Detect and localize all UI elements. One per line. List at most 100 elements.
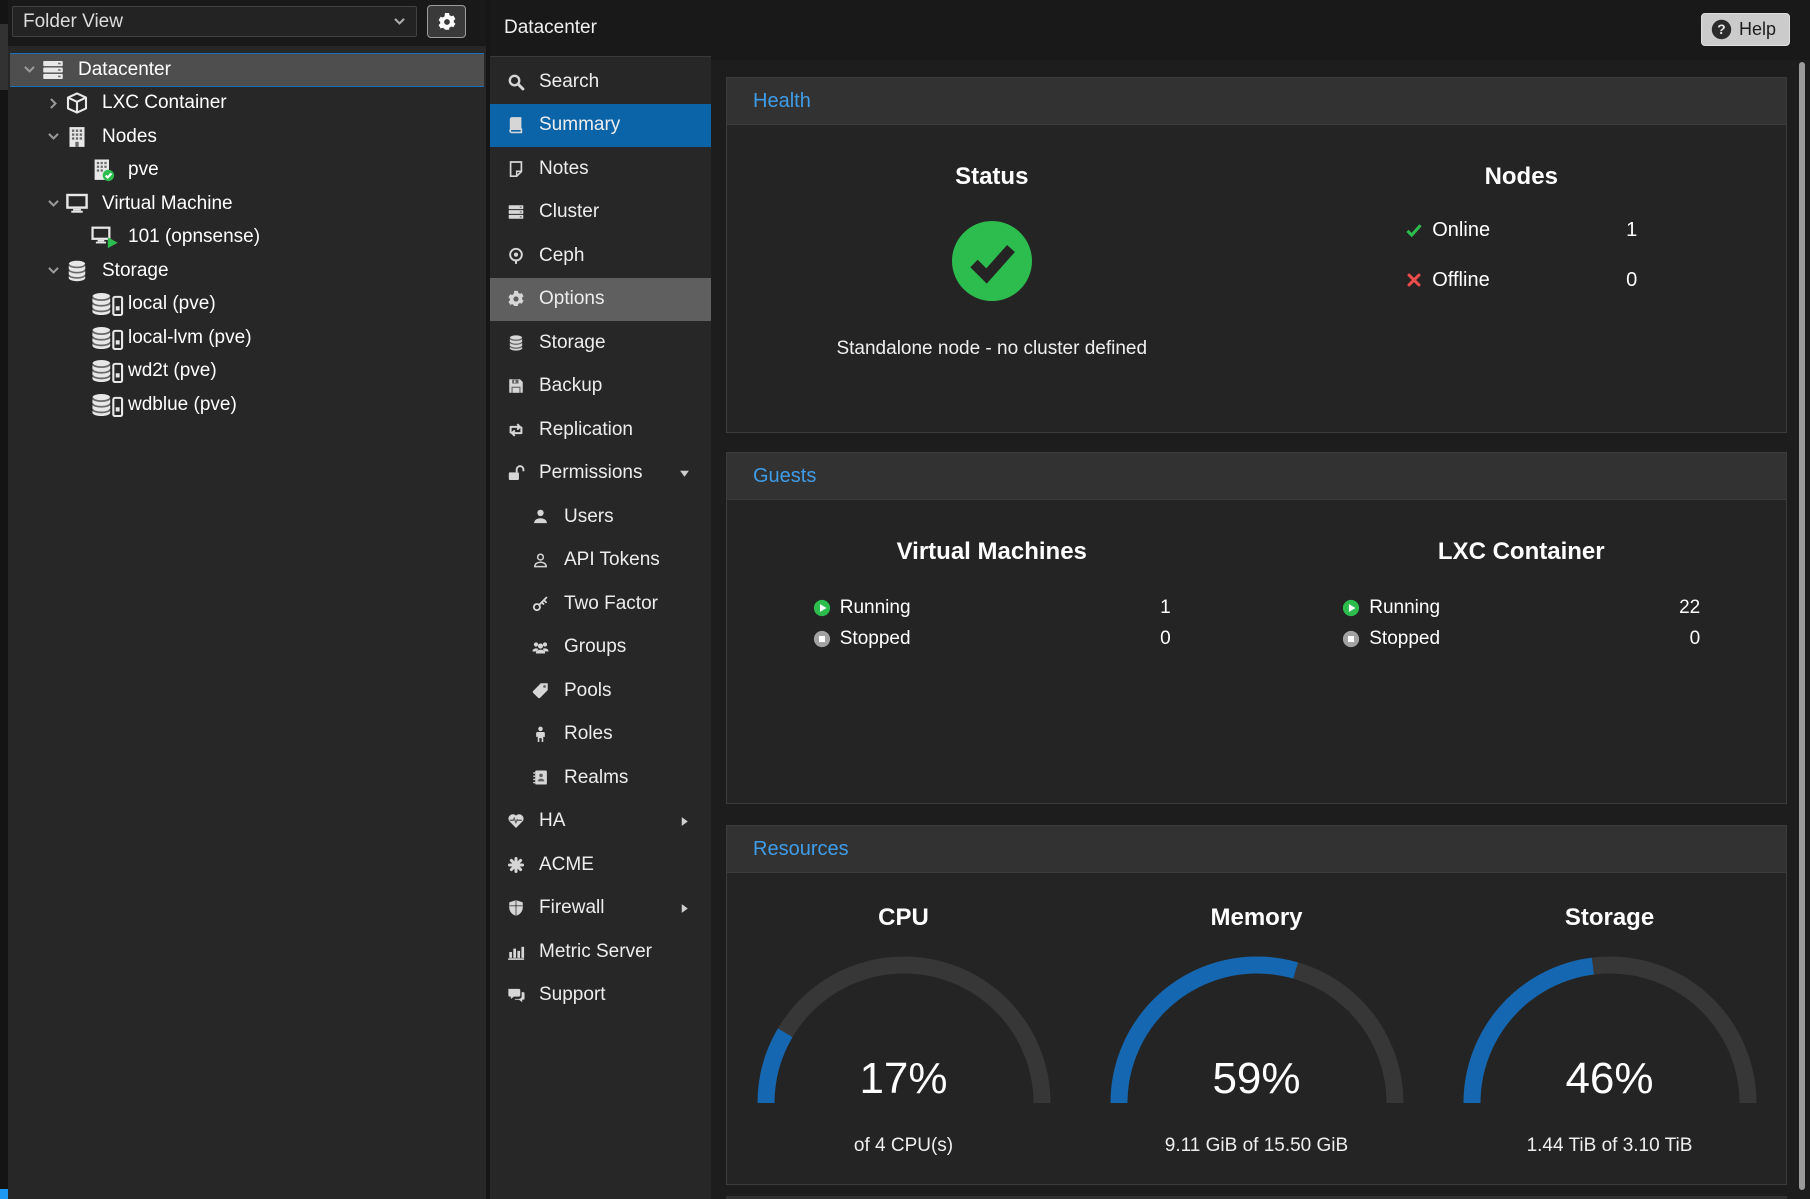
view-mode-select[interactable]: Folder View [12, 6, 417, 37]
gauge-title: CPU [878, 904, 929, 931]
nav-item-label: Roles [564, 723, 613, 745]
caret-down-icon[interactable] [679, 468, 690, 479]
tree-item-label: Storage [102, 259, 169, 281]
key-icon [532, 595, 558, 612]
nodes-rows: Online 1 Offline 0 [1405, 205, 1637, 305]
window-edge-highlight [0, 24, 8, 90]
chevron-down-icon[interactable] [42, 264, 64, 277]
nav-item-backup[interactable]: Backup [490, 365, 711, 409]
play-circle-icon [813, 599, 831, 617]
lxc-running-label: Running [1369, 596, 1441, 618]
nav-item-metric-server[interactable]: Metric Server [490, 930, 711, 974]
database-icon [64, 259, 98, 283]
nav-item-options[interactable]: Options [490, 277, 711, 321]
nav-item-label: Groups [564, 636, 627, 658]
tree-item[interactable]: Datacenter [10, 53, 484, 87]
tree-item-label: 101 (opnsense) [128, 226, 261, 248]
chevron-down-icon[interactable] [42, 130, 64, 143]
tree-item[interactable]: wdblue (pve) [8, 388, 486, 422]
gauge-percent: 59% [1212, 1054, 1301, 1103]
tree-item[interactable]: local (pve) [8, 288, 486, 322]
shield-icon [507, 899, 533, 917]
nav-item-storage[interactable]: Storage [490, 321, 711, 365]
help-button-label: Help [1738, 19, 1776, 39]
nav-item-label: Realms [564, 766, 629, 788]
tree-item[interactable]: LXC Container [8, 87, 486, 121]
lxc-running-row: Running 22 [1342, 592, 1700, 624]
guests-vm-column: Virtual Machines Running 1 Stopped 0 [727, 500, 1257, 804]
nav-item-ceph[interactable]: Ceph [490, 234, 711, 278]
nav-item-label: Notes [539, 157, 589, 179]
tree-item[interactable]: Virtual Machine [8, 187, 486, 221]
server-stack-icon [40, 58, 74, 82]
gauge-title: Memory [1210, 904, 1303, 931]
nav-item-label: Users [564, 505, 614, 527]
nav-item-api-tokens[interactable]: API Tokens [490, 539, 711, 583]
tree-item[interactable]: pve [8, 154, 486, 188]
tree-item[interactable]: 101 (opnsense) [8, 221, 486, 255]
tree-item-label: Virtual Machine [102, 192, 233, 214]
tree-item[interactable]: Storage [8, 254, 486, 288]
nav-item-label: Ceph [539, 244, 585, 266]
burst-icon [507, 856, 533, 874]
health-status-column: Status Standalone node - no cluster defi… [727, 125, 1257, 433]
next-panel-sliver [726, 1196, 1787, 1199]
vm-stopped-count: 0 [1160, 628, 1171, 650]
book-icon [507, 116, 533, 134]
monitor-icon [64, 192, 98, 216]
tree-item[interactable]: wd2t (pve) [8, 355, 486, 389]
nav-item-summary[interactable]: Summary [490, 103, 711, 147]
tree-item[interactable]: Nodes [8, 120, 486, 154]
help-button[interactable]: ? Help [1700, 13, 1790, 46]
caret-right-icon[interactable] [679, 816, 690, 827]
nav-item-permissions[interactable]: Permissions [490, 452, 711, 496]
panel-splitter[interactable] [486, 0, 490, 1199]
chevron-down-icon[interactable] [18, 63, 40, 76]
nav-item-notes[interactable]: Notes [490, 147, 711, 191]
nav-item-groups[interactable]: Groups [490, 626, 711, 670]
nav-item-pools[interactable]: Pools [490, 669, 711, 713]
nav-item-label: Options [539, 288, 605, 310]
stop-circle-icon [1342, 630, 1360, 648]
caret-right-icon[interactable] [679, 903, 690, 914]
building-icon [64, 125, 98, 149]
server-stack-icon [507, 203, 533, 221]
gauge-cpu: CPU 17% of 4 CPU(s) [727, 873, 1080, 1184]
tree-settings-button[interactable] [427, 5, 466, 38]
nav-item-label: Search [539, 70, 600, 92]
gear-icon [507, 290, 533, 308]
chevron-right-icon[interactable] [42, 97, 64, 110]
database-drive-icon [90, 392, 124, 418]
vm-running-count: 1 [1160, 596, 1171, 618]
tree-item-label: Datacenter [78, 58, 171, 80]
health-panel: Health Status Standalone node - no clust… [726, 77, 1787, 433]
nav-item-ha[interactable]: HA [490, 800, 711, 844]
guests-title: Guests [753, 464, 817, 487]
tag-icon [532, 682, 558, 699]
vertical-scrollbar[interactable] [1799, 62, 1805, 1190]
nav-item-two-factor[interactable]: Two Factor [490, 582, 711, 626]
building-online-icon [90, 158, 124, 182]
status-header: Status [955, 163, 1029, 190]
nav-item-roles[interactable]: Roles [490, 713, 711, 757]
nav-item-cluster[interactable]: Cluster [490, 191, 711, 235]
nav-item-search[interactable]: Search [490, 60, 711, 104]
chevron-down-icon[interactable] [42, 197, 64, 210]
nav-item-realms[interactable]: Realms [490, 756, 711, 800]
nav-item-replication[interactable]: Replication [490, 408, 711, 452]
nav-item-users[interactable]: Users [490, 495, 711, 539]
offline-label: Offline [1432, 268, 1490, 291]
nav-panel-title: Datacenter [490, 0, 711, 57]
nav-item-firewall[interactable]: Firewall [490, 887, 711, 931]
tree-item[interactable]: local-lvm (pve) [8, 321, 486, 355]
gauge-memory: Memory 59% 9.11 GiB of 15.50 GiB [1080, 873, 1433, 1184]
stop-circle-icon [813, 630, 831, 648]
main-content: ? Help Health Status Standalone node - n… [711, 0, 1810, 1199]
nav-item-label: Storage [539, 331, 606, 353]
guests-panel: Guests Virtual Machines Running 1 Stoppe… [726, 452, 1787, 804]
monitor-running-icon [90, 225, 124, 249]
bar-chart-icon [507, 943, 533, 961]
nav-item-acme[interactable]: ACME [490, 843, 711, 887]
nav-item-support[interactable]: Support [490, 974, 711, 1018]
tree-item-label: local-lvm (pve) [128, 326, 252, 348]
